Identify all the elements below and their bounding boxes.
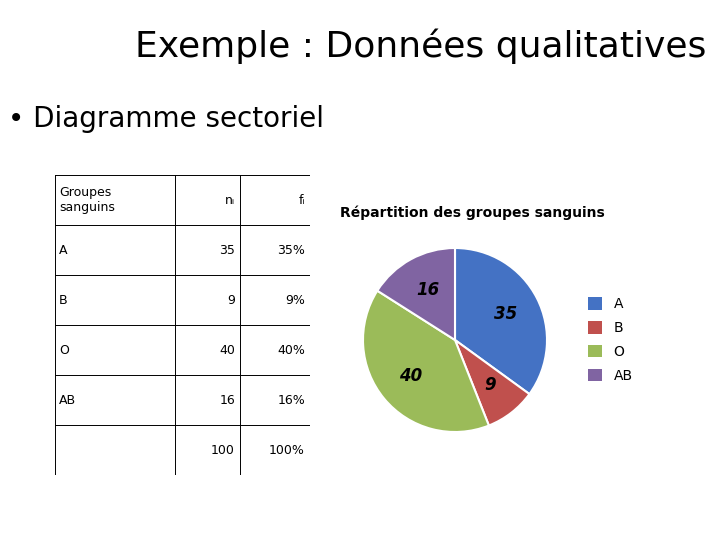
Wedge shape bbox=[377, 248, 455, 340]
Text: Exemple : Données qualitatives: Exemple : Données qualitatives bbox=[135, 28, 706, 64]
Text: 40: 40 bbox=[400, 367, 423, 386]
Legend: A, B, O, AB: A, B, O, AB bbox=[588, 298, 633, 382]
Text: nᵢ: nᵢ bbox=[225, 193, 235, 206]
Text: 35%: 35% bbox=[277, 244, 305, 256]
Text: 16: 16 bbox=[220, 394, 235, 407]
Text: 16%: 16% bbox=[277, 394, 305, 407]
Text: AB: AB bbox=[59, 394, 76, 407]
Text: A: A bbox=[59, 244, 68, 256]
Text: 9: 9 bbox=[227, 294, 235, 307]
Text: B: B bbox=[59, 294, 68, 307]
Text: 9: 9 bbox=[484, 376, 496, 394]
Text: O: O bbox=[59, 343, 69, 356]
Text: 9%: 9% bbox=[285, 294, 305, 307]
Text: 35: 35 bbox=[494, 305, 518, 323]
Text: • Diagramme sectoriel: • Diagramme sectoriel bbox=[8, 105, 324, 133]
Text: Répartition des groupes sanguins: Répartition des groupes sanguins bbox=[340, 205, 605, 220]
Wedge shape bbox=[455, 340, 529, 426]
Text: 100: 100 bbox=[211, 443, 235, 456]
Text: 35: 35 bbox=[219, 244, 235, 256]
Text: fᵢ: fᵢ bbox=[298, 193, 305, 206]
Text: 40: 40 bbox=[219, 343, 235, 356]
Wedge shape bbox=[363, 291, 489, 432]
Text: 40%: 40% bbox=[277, 343, 305, 356]
Text: 100%: 100% bbox=[269, 443, 305, 456]
Wedge shape bbox=[455, 248, 547, 394]
Text: 16: 16 bbox=[416, 281, 439, 299]
Text: Groupes
sanguins: Groupes sanguins bbox=[59, 186, 115, 214]
